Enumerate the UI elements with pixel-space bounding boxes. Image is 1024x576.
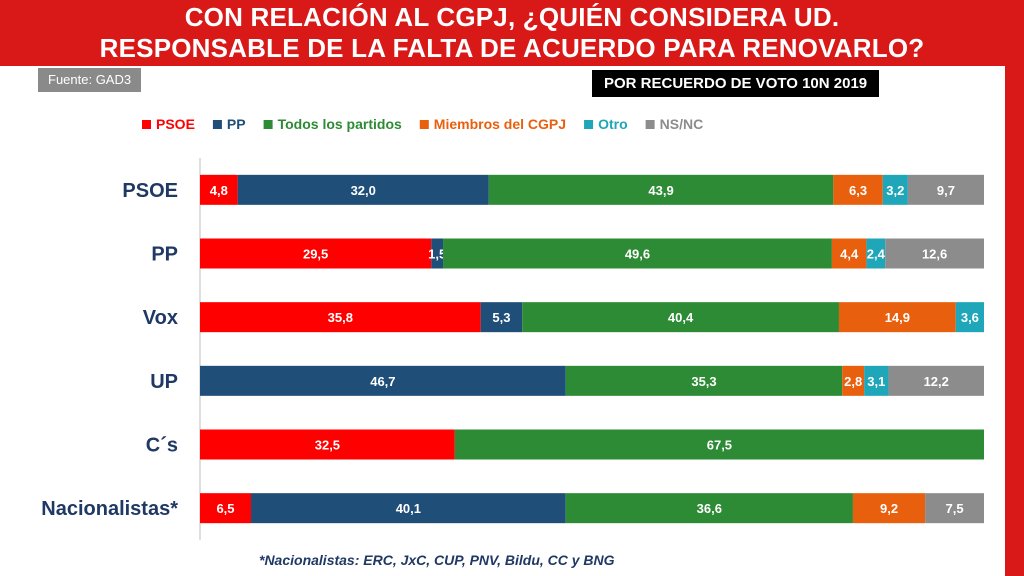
data-label: 32,0 [351,183,376,198]
data-label: 40,1 [396,501,421,516]
data-label: 4,4 [840,247,859,262]
data-label: 12,2 [924,374,949,389]
data-label: 1,5 [428,247,446,262]
data-label: 9,2 [880,501,898,516]
legend-swatch [263,120,273,129]
legend-swatch [142,120,151,129]
bar-segment [882,174,908,205]
bar-segment [955,302,984,333]
bar-segment [888,365,984,396]
data-label: 46,7 [370,374,395,389]
data-label: 35,8 [328,310,353,325]
bar-segment [522,302,839,333]
data-label: 12,6 [922,247,947,262]
title-band: CON RELACIÓN AL CGPJ, ¿QUIÉN CONSIDERA U… [0,0,1024,66]
category-label: PSOE [122,180,178,202]
data-label: 4,8 [210,183,228,198]
bar-segment [885,238,984,269]
data-label: 43,9 [648,183,673,198]
category-label: Nacionalistas* [41,498,178,520]
bar-segment [565,493,853,524]
legend-item: NS/NC [645,116,704,132]
data-label: 29,5 [303,247,328,262]
bar-segment [833,174,883,205]
legend-item: Miembros del CGPJ [419,116,566,132]
bar-segment [200,302,481,333]
legend-label: PSOE [156,116,195,132]
legend-label: Todos los partidos [278,116,402,132]
legend-label: PP [227,116,246,132]
bar-segment [842,365,865,396]
data-label: 3,2 [886,183,904,198]
legend-swatch [212,120,222,129]
data-label: 6,3 [849,183,867,198]
bar-segment [200,429,455,460]
bar-segment [831,238,867,269]
data-label: 3,6 [961,310,979,325]
bar-segment [200,493,252,524]
legend-label: Otro [598,116,628,132]
data-label: 5,3 [492,310,510,325]
vote-recall-label: POR RECUERDO DE VOTO 10N 2019 [592,70,880,97]
data-label: 7,5 [946,501,964,516]
bar-segment [237,174,489,205]
legend-item: PSOE [142,116,195,132]
data-label: 9,7 [937,183,955,198]
bar-segment [838,302,956,333]
category-label: C´s [146,435,178,457]
bar-segment [852,493,926,524]
data-label: 6,5 [216,501,234,516]
source-label: Fuente: GAD3 [38,68,142,92]
bar-segment [454,429,984,460]
legend-swatch [584,120,594,129]
data-label: 67,5 [707,438,732,453]
legend-label: NS/NC [660,116,704,132]
data-label: 36,6 [697,501,722,516]
footnote: *Nacionalistas: ERC, JxC, CUP, PNV, Bild… [259,552,615,568]
bar-segment [443,238,832,269]
bar-segment [251,493,566,524]
bar-segment [431,238,444,269]
legend-swatch [419,120,429,129]
legend-item: PP [212,116,246,132]
category-label: UP [150,371,178,393]
bar-segment [565,365,843,396]
bar-segment [925,493,984,524]
data-label: 32,5 [315,438,340,453]
data-label: 14,9 [885,310,910,325]
bar-segment [907,174,984,205]
bar-segment [864,365,889,396]
category-label: PP [151,244,178,266]
data-label: 2,8 [844,374,862,389]
data-label: 49,6 [625,247,650,262]
bar-segment [200,365,566,396]
legend-swatch [645,120,655,129]
legend-label: Miembros del CGPJ [434,116,566,132]
chart-title-line-1: CON RELACIÓN AL CGPJ, ¿QUIÉN CONSIDERA U… [184,2,840,32]
bar-segment [866,238,886,269]
bar-segment [480,302,523,333]
category-label: Vox [143,307,178,329]
data-label: 35,3 [691,374,716,389]
data-label: 2,4 [867,247,886,262]
bar-segment [200,174,238,205]
data-label: 3,1 [867,374,885,389]
chart-title-line-2: RESPONSABLE DE LA FALTA DE ACUERDO PARA … [99,33,925,63]
right-edge-stripe [1005,0,1024,576]
legend-item: Todos los partidos [263,116,402,132]
legend-item: Otro [584,116,628,132]
bar-segment [488,174,834,205]
bar-segment [200,238,432,269]
data-label: 40,4 [668,310,694,325]
